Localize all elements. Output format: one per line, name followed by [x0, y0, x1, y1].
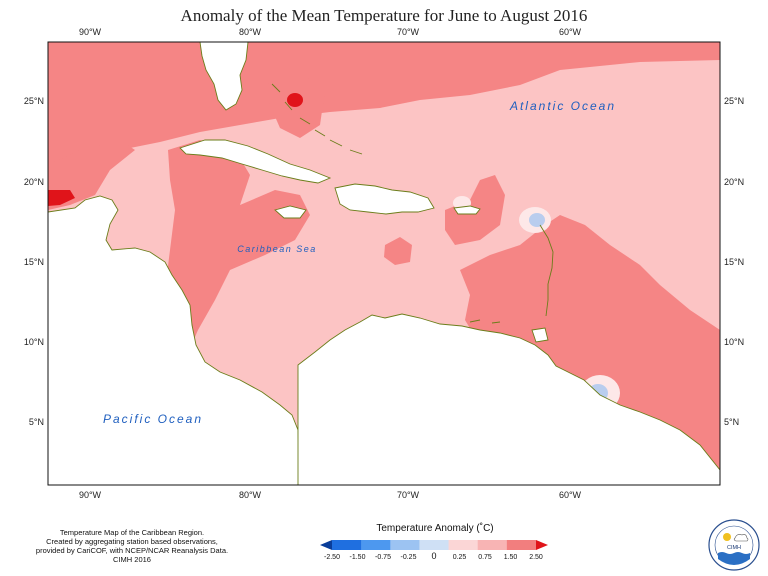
colorbar-arrow-low [320, 540, 332, 550]
map-credits: Temperature Map of the Caribbean Region.… [22, 528, 242, 564]
map-title: Anomaly of the Mean Temperature for June… [180, 6, 588, 25]
colorbar-tick-label: -2.50 [324, 554, 340, 561]
label-caribbean-sea: Caribbean Sea [237, 244, 317, 254]
axis-ticks: 90°W 80°W 70°W 60°W 90°W 80°W 70°W 60°W … [24, 27, 744, 500]
colorbar-bin [448, 540, 479, 550]
anomaly-cool-antilles [529, 213, 545, 227]
map-frame [47, 41, 721, 486]
anomaly-strong-yucatan [48, 190, 75, 206]
islands-lesser-antilles [539, 224, 554, 317]
land-florida [199, 42, 249, 111]
colorbar: -2.50 -1.50 -0.75 -0.25 0 0.25 0.75 1.50 2.50 [320, 540, 548, 561]
colorbar-tick-label: 0 [431, 551, 436, 561]
colorbar-tick-label: -1.50 [350, 554, 366, 561]
lon-tick-bottom-90: 90°W [79, 490, 102, 500]
land-puerto-rico [453, 205, 481, 215]
colorbar-tick-label: -0.25 [401, 554, 417, 561]
credit-line-3: provided by CariCOF, with NCEP/NCAR Rean… [35, 546, 229, 555]
colorbar-tick-label: 2.50 [529, 554, 543, 561]
lon-tick-bottom-60: 60°W [559, 490, 582, 500]
small-islands [271, 83, 554, 324]
lat-tick-right-10: 10°N [724, 337, 744, 347]
colorbar-title: Temperature Anomaly (˚C) [376, 523, 494, 534]
land-central-america [48, 195, 301, 485]
label-atlantic-ocean: Atlantic Ocean [509, 99, 616, 113]
lat-tick-left-15: 15°N [24, 257, 44, 267]
lat-tick-left-25: 25°N [24, 96, 44, 106]
lat-tick-right-25: 25°N [724, 96, 744, 106]
anomaly-field [48, 42, 720, 485]
islands-bahamas [271, 83, 363, 155]
colorbar-bin [477, 540, 508, 550]
lat-tick-left-20: 20°N [24, 177, 44, 187]
lat-tick-right-5: 5°N [724, 417, 739, 427]
colorbar-tick-label: -0.75 [375, 554, 391, 561]
lon-tick-top-80: 80°W [239, 27, 262, 37]
islands-abc [469, 319, 501, 324]
colorbar-bin [361, 540, 391, 550]
lat-tick-right-15: 15°N [724, 257, 744, 267]
land-south-america [297, 313, 720, 485]
anomaly-zone-east [460, 215, 720, 485]
colorbar-bin [419, 540, 449, 550]
landmasses [48, 42, 720, 485]
colorbar-tick-label: 0.25 [453, 554, 467, 561]
colorbar-arrow-high [536, 540, 548, 550]
colorbar-bin [332, 540, 362, 550]
land-jamaica [274, 205, 307, 219]
land-cuba [179, 139, 332, 184]
lat-tick-right-20: 20°N [724, 177, 744, 187]
colorbar-bin [506, 540, 537, 550]
logo-text: CIMH [727, 545, 741, 551]
cimh-logo: CIMH [708, 519, 760, 571]
label-pacific-ocean: Pacific Ocean [103, 412, 203, 426]
anomaly-zone-central-blob [384, 237, 412, 265]
lon-tick-top-70: 70°W [397, 27, 420, 37]
credit-line-4: CIMH 2016 [113, 555, 151, 564]
anomaly-strong-bahamas [287, 93, 303, 107]
lon-tick-bottom-80: 80°W [239, 490, 262, 500]
lat-tick-left-10: 10°N [24, 337, 44, 347]
credit-line-1: Temperature Map of the Caribbean Region. [59, 528, 205, 537]
lat-tick-left-5: 5°N [29, 417, 44, 427]
credit-line-2: Created by aggregating station based obs… [46, 537, 218, 546]
lon-tick-bottom-70: 70°W [397, 490, 420, 500]
lon-tick-top-90: 90°W [79, 27, 102, 37]
lon-tick-top-60: 60°W [559, 27, 582, 37]
anomaly-zone-caribbean-west [165, 140, 310, 360]
colorbar-bin [390, 540, 420, 550]
colorbar-tick-label: 1.50 [504, 554, 518, 561]
colorbar-tick-label: 0.75 [478, 554, 492, 561]
land-hispaniola [334, 183, 435, 215]
land-trinidad [531, 327, 549, 343]
